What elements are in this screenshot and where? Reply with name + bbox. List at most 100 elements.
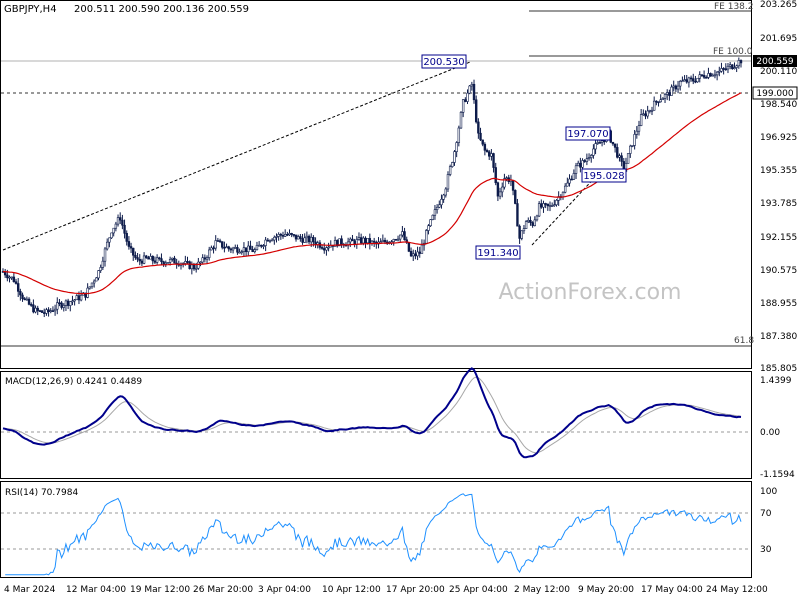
candle-body (527, 220, 530, 222)
rsi-tick-label: 30 (760, 545, 772, 555)
candle-body (533, 219, 536, 226)
candle-body (474, 99, 478, 123)
candle-body (548, 205, 552, 208)
last-price-tag: 200.559 (753, 55, 797, 67)
candle-body (8, 276, 11, 279)
candle-body (307, 235, 311, 243)
candle-body (600, 140, 604, 143)
candle-body (71, 300, 74, 303)
candle-body (127, 241, 131, 247)
y-tick-label: 185.805 (760, 364, 797, 374)
candle-body (270, 239, 274, 242)
ohlc-header: 200.511 200.590 200.136 200.559 (74, 4, 249, 15)
candle-body (544, 203, 547, 205)
candle-body (268, 239, 272, 242)
candle-body (262, 245, 265, 247)
candle-body (205, 257, 209, 260)
candle-body (136, 257, 139, 260)
candle-body (110, 232, 113, 239)
candle-body (257, 244, 261, 247)
x-tick-label: 2 May 12:00 (514, 585, 570, 595)
candle-body (611, 141, 615, 145)
candle-body (720, 68, 723, 72)
watermark: ActionForex.com (499, 280, 682, 305)
x-tick-label: 25 Apr 04:00 (449, 585, 508, 595)
candle-body (488, 151, 491, 157)
candle-body (99, 267, 102, 271)
candle-body (550, 205, 554, 207)
candle-body (64, 300, 68, 306)
x-tick-label: 17 May 04:00 (641, 585, 703, 595)
candle-body (244, 247, 248, 253)
candle-body (158, 257, 161, 260)
candle-body (69, 301, 72, 306)
candle-body (511, 179, 515, 191)
y-tick-label: 198.540 (760, 100, 797, 110)
candle-body (431, 214, 434, 220)
candle-body (351, 238, 354, 242)
candle-body (433, 209, 437, 216)
candle-body (327, 246, 330, 249)
candle-body (592, 148, 595, 156)
candle-body (613, 143, 617, 148)
candle-body (123, 224, 126, 234)
candle-body (676, 85, 680, 90)
candle-body (570, 178, 573, 181)
candle-body (229, 248, 233, 251)
candle-body (679, 81, 682, 87)
candle-body (668, 92, 671, 96)
candle-body (242, 247, 246, 252)
candle-body (190, 264, 194, 270)
fe138-label: FE 138.2 (714, 2, 754, 12)
rsi-title: RSI(14) 70.7984 (5, 488, 78, 498)
candle-body (568, 178, 571, 184)
candle-body (451, 162, 454, 167)
candle-body (164, 262, 167, 265)
symbol-header: GBPJPY,H4 (4, 4, 57, 15)
candle-body (218, 240, 222, 243)
candle-body (715, 71, 719, 76)
main-panel-frame (0, 0, 752, 369)
candle-body (524, 221, 528, 229)
rsi-line (5, 493, 742, 576)
candle-body (277, 234, 280, 237)
macd-tick-label: 1.4399 (760, 376, 792, 386)
candle-body (210, 247, 213, 251)
candle-body (364, 237, 367, 244)
candle-body (492, 153, 495, 168)
candle-body (663, 94, 667, 99)
candle-body (516, 203, 519, 227)
candle-body (303, 237, 306, 243)
candle-body (689, 77, 693, 80)
candle-body (62, 305, 65, 308)
candle-body (225, 246, 228, 249)
candle-body (457, 127, 461, 143)
candle-body (655, 100, 658, 103)
candle-body (635, 130, 639, 135)
candle-body (171, 257, 174, 260)
candle-body (336, 240, 339, 247)
candle-body (112, 227, 115, 234)
candle-body (231, 247, 235, 251)
candle-body (53, 308, 57, 312)
candle-body (192, 264, 196, 270)
candle-body (670, 86, 673, 96)
x-tick-label: 19 Mar 12:00 (130, 585, 190, 595)
candle-body (296, 236, 300, 240)
candle-body (105, 241, 109, 250)
x-tick-label: 12 Mar 04:00 (66, 585, 126, 595)
candle-body (409, 251, 413, 257)
candle-body (142, 255, 146, 264)
support-199-tag: 199.000 (752, 86, 798, 100)
candle-body (366, 238, 369, 244)
candle-body (392, 239, 395, 242)
candle-body (95, 277, 98, 282)
candle-body (160, 258, 163, 262)
candle-body (379, 241, 382, 243)
support-199-tag-label: 199.000 (756, 89, 793, 99)
candle-body (687, 77, 691, 83)
rsi-tick-label: 100 (760, 487, 777, 497)
candle-body (596, 142, 599, 144)
annotation-197070: 197.070 (565, 126, 611, 141)
candle-body (212, 247, 215, 250)
